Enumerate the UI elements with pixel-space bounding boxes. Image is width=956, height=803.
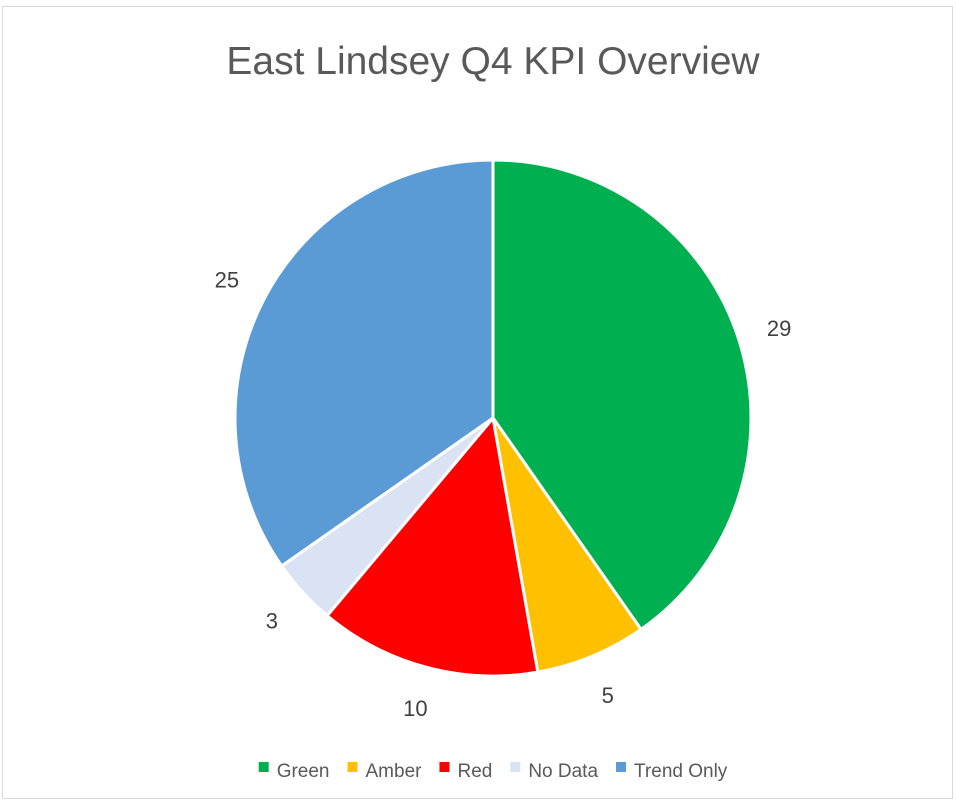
legend-label: Red [457,761,492,782]
legend-label: No Data [528,761,598,782]
data-labels: 29 5 10 3 25 [215,267,792,720]
pie-slice-green [491,158,753,632]
legend-item-no-data: No Data [510,761,598,782]
legend-swatch [510,762,521,772]
legend: Green Amber Red No Data Trend Only [258,761,728,782]
data-label-red: 10 [403,696,427,721]
pie-slice-trend-only [233,158,495,569]
pie-slice-amber [491,417,644,674]
legend-swatch [439,762,450,772]
legend-swatch [258,762,269,772]
legend-swatch [616,762,627,772]
legend-item-trend-only: Trend Only [616,761,728,782]
data-label-trend-only: 25 [215,267,239,292]
chart-title: East Lindsey Q4 KPI Overview [226,40,760,83]
legend-label: Amber [366,761,423,782]
pie-slice-red [325,414,540,678]
data-label-amber: 5 [602,683,614,708]
data-label-no-data: 3 [266,609,278,634]
legend-item-red: Red [439,761,492,782]
legend-label: Trend Only [634,761,728,782]
legend-swatch [347,762,358,772]
legend-item-green: Green [258,761,330,782]
pie-slices [233,158,753,678]
legend-label: Green [277,761,330,782]
data-label-green: 29 [767,316,791,341]
legend-item-amber: Amber [347,761,423,782]
